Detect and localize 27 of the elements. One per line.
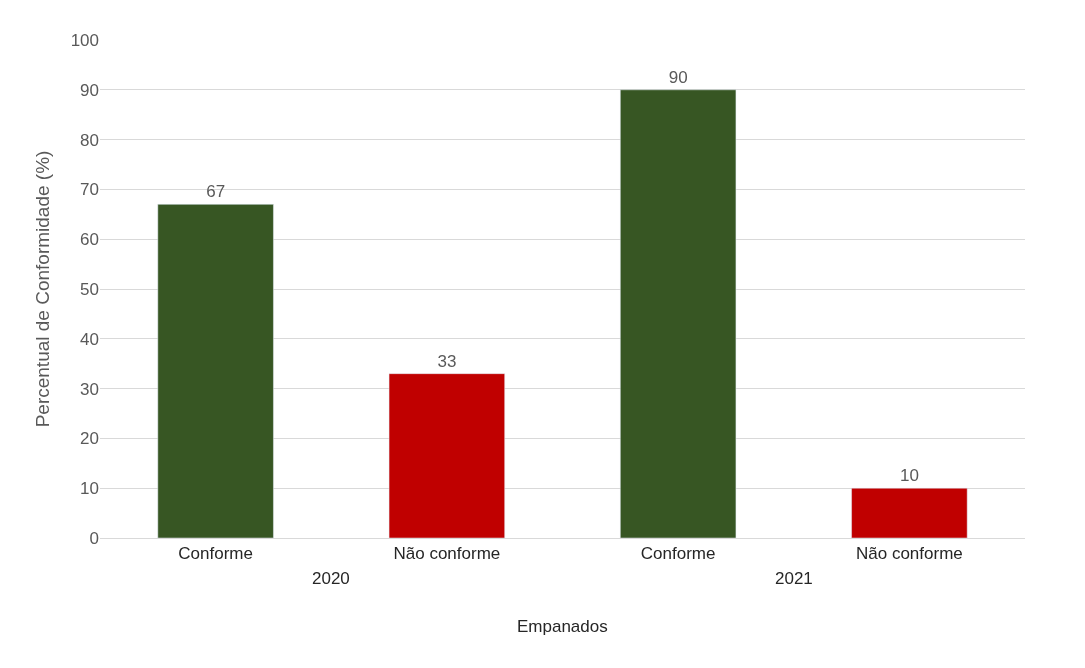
text: 2020 xyxy=(312,569,350,588)
data-label: 10 xyxy=(899,466,919,486)
x-axis-title: Empanados xyxy=(517,617,608,636)
bar xyxy=(157,204,274,538)
bar xyxy=(851,487,968,538)
y-tick-label: 90 xyxy=(80,80,99,100)
x-tick-label: Conforme xyxy=(178,544,253,564)
data-label: 67 xyxy=(206,182,226,202)
y-tick-label: 80 xyxy=(80,130,99,150)
y-axis-title: Percentual de Conformidade (%) xyxy=(32,150,54,428)
x-tick-label: Não conforme xyxy=(855,544,963,564)
y-tick-label: 0 xyxy=(89,528,99,548)
bar xyxy=(388,373,505,538)
bar xyxy=(620,89,737,538)
y-tick-label: 100 xyxy=(70,30,99,50)
y-tick-label: 60 xyxy=(80,230,99,250)
data-label: 33 xyxy=(437,351,457,371)
y-tick-label: 20 xyxy=(80,429,99,449)
y-tick-label: 10 xyxy=(80,479,99,499)
text: 2021 xyxy=(775,569,813,588)
y-tick-label: 50 xyxy=(80,279,99,299)
x-tick-label: Conforme xyxy=(640,544,716,564)
data-label: 90 xyxy=(668,67,688,87)
y-tick-label: 30 xyxy=(80,379,99,399)
x-tick-label: Não conforme xyxy=(393,544,501,564)
y-tick-label: 40 xyxy=(80,329,99,349)
y-tick-label: 70 xyxy=(80,180,99,200)
